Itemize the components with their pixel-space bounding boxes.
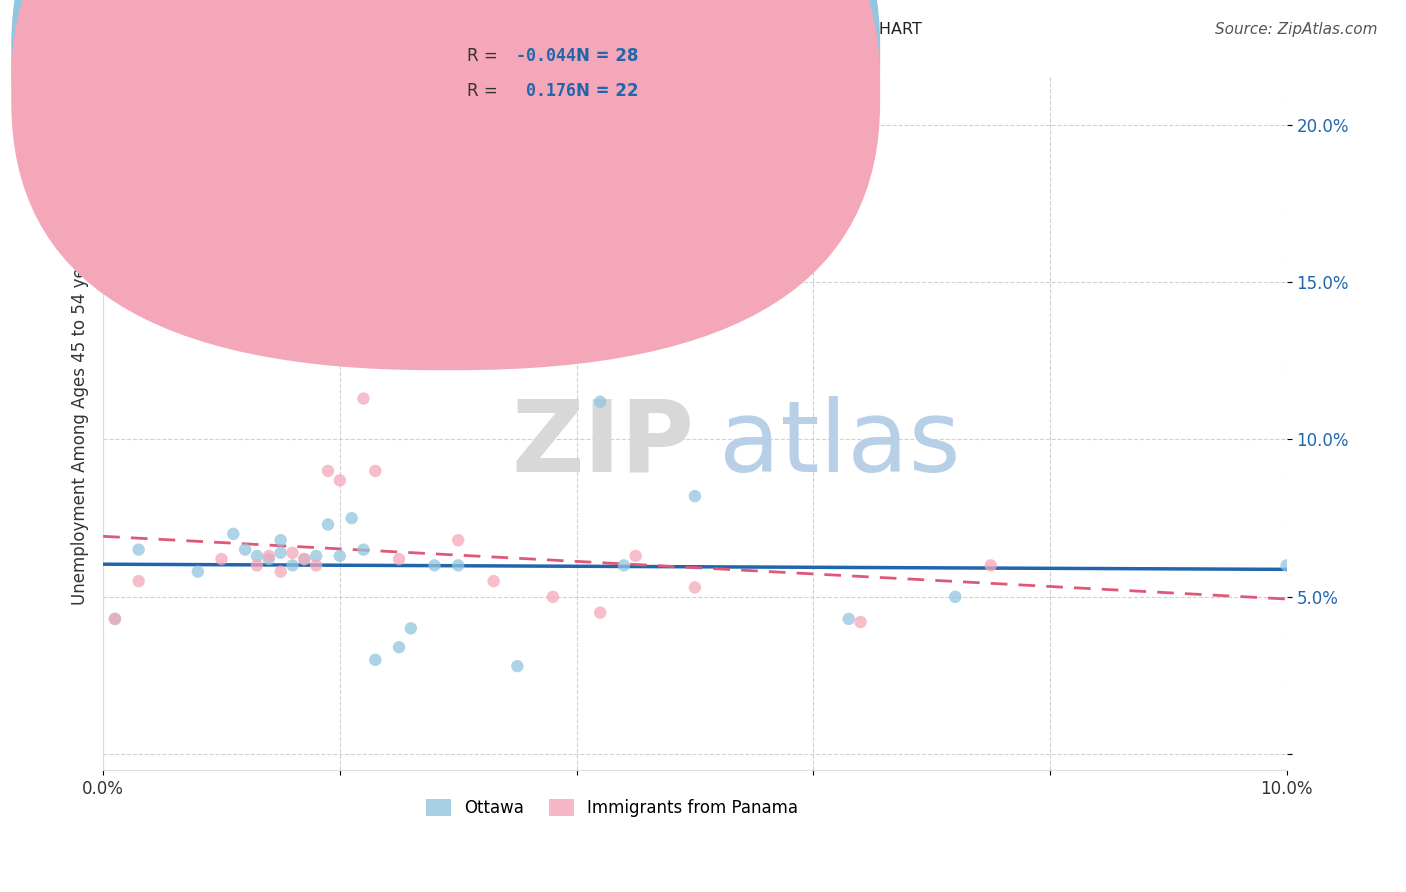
Text: ZIP: ZIP	[512, 396, 695, 493]
Point	[211, 552, 233, 566]
Point	[292, 552, 315, 566]
Point	[353, 542, 375, 557]
Point	[104, 612, 127, 626]
Point	[329, 474, 352, 488]
Point	[849, 615, 872, 629]
Point	[624, 549, 647, 563]
Point	[329, 549, 352, 563]
Point	[187, 565, 209, 579]
Point	[353, 392, 375, 406]
Point	[246, 558, 269, 573]
Point	[104, 612, 127, 626]
Point	[388, 640, 411, 655]
Text: 0.176: 0.176	[506, 82, 576, 101]
Point	[447, 533, 470, 548]
Point	[1275, 558, 1298, 573]
Point	[340, 511, 363, 525]
Point	[613, 558, 636, 573]
Point	[305, 549, 328, 563]
Text: R =: R =	[467, 82, 503, 101]
Point	[589, 606, 612, 620]
Text: N = 22: N = 22	[576, 82, 638, 101]
Point	[447, 558, 470, 573]
Point	[246, 549, 269, 563]
Point	[292, 552, 315, 566]
Text: atlas: atlas	[718, 396, 960, 493]
Point	[980, 558, 1002, 573]
Point	[683, 489, 706, 503]
Point	[506, 659, 529, 673]
Text: N = 28: N = 28	[576, 46, 638, 65]
Point	[281, 558, 304, 573]
Point	[399, 621, 422, 635]
Point	[222, 527, 245, 541]
Point	[257, 552, 280, 566]
Text: OTTAWA VS IMMIGRANTS FROM PANAMA UNEMPLOYMENT AMONG AGES 45 TO 54 YEARS CORRELAT: OTTAWA VS IMMIGRANTS FROM PANAMA UNEMPLO…	[28, 22, 922, 37]
Legend: Ottawa, Immigrants from Panama: Ottawa, Immigrants from Panama	[419, 792, 806, 824]
Point	[128, 574, 150, 588]
Point	[233, 542, 256, 557]
Point	[270, 533, 292, 548]
Point	[364, 464, 387, 478]
Point	[683, 581, 706, 595]
Text: R =: R =	[467, 46, 503, 65]
Point	[316, 517, 339, 532]
Text: -0.044: -0.044	[506, 46, 576, 65]
Point	[943, 590, 966, 604]
Point	[270, 565, 292, 579]
Point	[388, 552, 411, 566]
Point	[316, 464, 339, 478]
Point	[423, 558, 446, 573]
Point	[270, 546, 292, 560]
Point	[305, 558, 328, 573]
Text: Source: ZipAtlas.com: Source: ZipAtlas.com	[1215, 22, 1378, 37]
Point	[589, 394, 612, 409]
Point	[482, 574, 505, 588]
Point	[281, 546, 304, 560]
Point	[541, 590, 564, 604]
Point	[838, 612, 860, 626]
Y-axis label: Unemployment Among Ages 45 to 54 years: Unemployment Among Ages 45 to 54 years	[72, 242, 89, 606]
Point	[364, 653, 387, 667]
Point	[257, 549, 280, 563]
Point	[128, 542, 150, 557]
